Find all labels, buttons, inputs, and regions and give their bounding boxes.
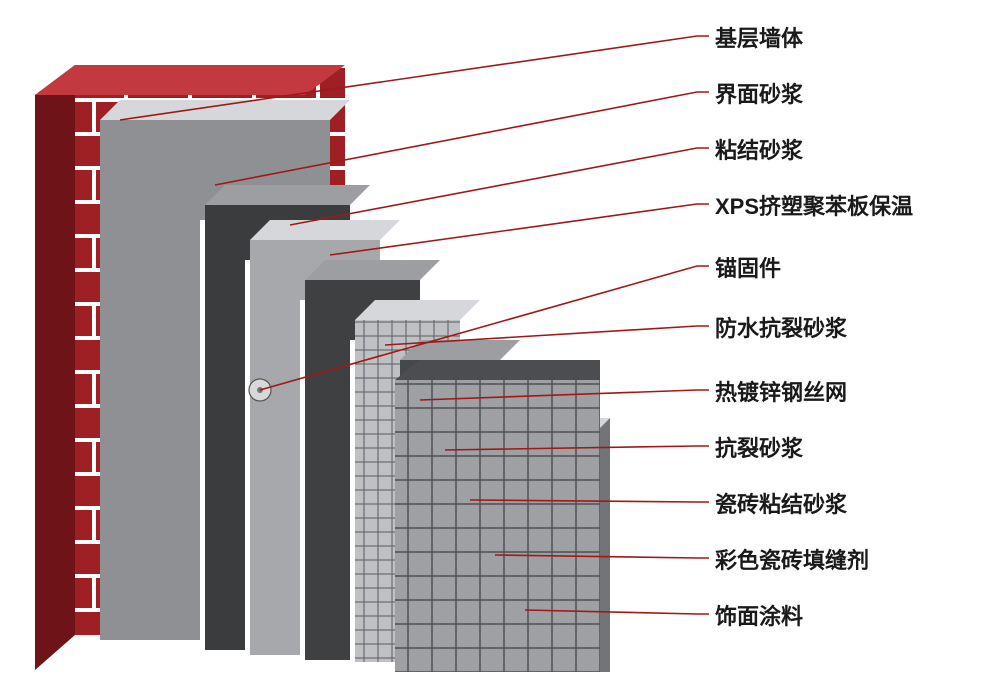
layer-interface-mortar-label: 界面砂浆 — [715, 77, 803, 109]
wall-layers-diagram — [0, 0, 1000, 692]
waterproof-crack-mortar-top — [305, 260, 440, 280]
front-dark-edge — [395, 360, 600, 380]
layer-color-grout-label: 彩色瓷砖填缝剂 — [715, 543, 869, 575]
tile-grid-main — [395, 380, 600, 672]
layer-tile-bond-mortar-label: 瓷砖粘结砂浆 — [715, 487, 847, 519]
layer-waterproof-crack-label: 防水抗裂砂浆 — [715, 311, 847, 343]
layer-crack-mortar-label: 抗裂砂浆 — [715, 431, 803, 463]
layer-bonding-mortar-label: 粘结砂浆 — [715, 133, 803, 165]
brick-side — [35, 65, 75, 670]
layer-finish-coat-label: 饰面涂料 — [715, 599, 803, 631]
brick-top — [35, 65, 345, 95]
layer-xps-board-label: XPS挤塑聚苯板保温 — [715, 189, 913, 221]
layer-galv-mesh-label: 热镀锌钢丝网 — [715, 375, 847, 407]
bonding-mortar-top — [205, 185, 370, 205]
galv-mesh-top — [355, 300, 480, 320]
layer-anchor-label: 锚固件 — [715, 251, 781, 283]
layer-base-wall-label: 基层墙体 — [715, 21, 803, 53]
xps-board-top — [250, 220, 400, 240]
